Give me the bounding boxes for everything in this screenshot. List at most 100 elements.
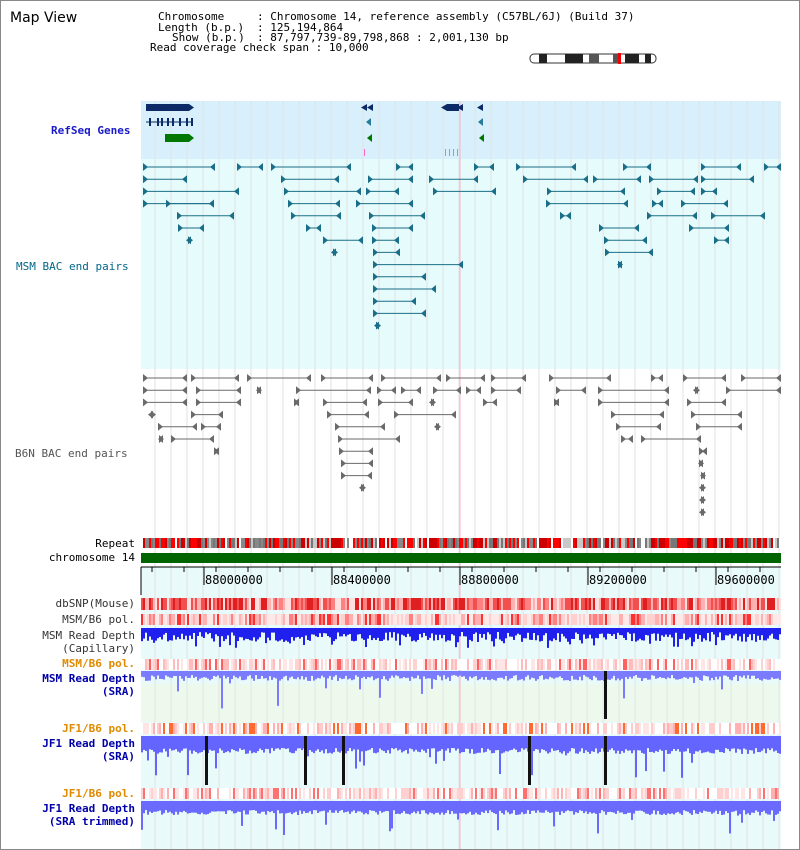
b6n-bac-pair-end (368, 447, 373, 456)
msm-bac-pair-end (593, 175, 598, 184)
label-msm-read-depth-capillary[interactable]: MSM Read Depth (Capillary) (42, 629, 135, 655)
b6n-bac-pair-end (664, 386, 669, 395)
b6n-bac-pair-end (158, 435, 163, 443)
b6n-bac-pair-end (294, 398, 299, 407)
b6n-bac-pair-end (696, 422, 701, 431)
b6n-bac-pair-end (446, 374, 451, 382)
msm-bac-pair-end (323, 236, 328, 245)
b6n-bac-pair-end (606, 374, 611, 382)
msm-bac-pair-end (408, 224, 413, 232)
msm-bac-pair-end (647, 211, 652, 220)
msm-bac-pair-end (408, 175, 413, 184)
msm-bac-pair-end (657, 187, 662, 196)
msm-bac-pair-end (177, 211, 182, 220)
msm-bac-pair-end (143, 199, 148, 208)
msm-bac-pair-end (701, 175, 706, 184)
msm-bac-pair-end (395, 248, 400, 257)
msm-bac-pair-end (394, 236, 399, 245)
gene-marker (457, 149, 458, 156)
b6n-bac-pair-end (367, 471, 372, 480)
b6n-bac-pair-end (209, 435, 214, 443)
msm-bac-pair-end (724, 224, 729, 232)
b6n-bac-pair-end (196, 386, 201, 395)
b6n-bac-pair-end (391, 386, 396, 395)
msm-bac-pair-end (652, 199, 657, 208)
msm-bac-pair-end (491, 187, 496, 196)
gene-arrow (366, 118, 371, 126)
chromosome-ideogram[interactable] (529, 53, 659, 65)
msm-bac-pair-end (433, 187, 438, 196)
label-dbsnp[interactable]: dbSNP(Mouse) (55, 597, 135, 610)
label-msm-read-depth-sra[interactable]: MSM Read Depth (SRA) (42, 672, 135, 698)
b6n-bac-pair-end (306, 374, 311, 382)
msm-bac-pair-end (166, 199, 171, 208)
label-msm-b6-pol-1[interactable]: MSM/B6 pol. (62, 613, 135, 626)
label-jf1-read-depth-sra[interactable]: JF1 Read Depth (SRA) (42, 737, 135, 763)
label-jf1-b6-pol-2[interactable]: JF1/B6 pol. (62, 787, 135, 800)
b6n-bac-pair-end (483, 398, 488, 407)
msm-bac-pair-end (681, 199, 686, 208)
label-repeat[interactable]: Repeat (95, 537, 135, 550)
b6n-bac-pair-end (433, 386, 438, 395)
length-value: 125,194,864 (270, 21, 344, 34)
label-jf1-read-depth-trimmed[interactable]: JF1 Read Depth (SRA trimmed) (42, 802, 135, 828)
gene-arrow (189, 134, 194, 142)
b6n-bac-pair-end (143, 374, 148, 382)
msm-bac-pair-end (604, 236, 609, 245)
b6n-bac-pair-end (698, 459, 703, 468)
msm-bac-pair-end (373, 248, 378, 257)
jf1-read-depth-sra-bars (141, 736, 781, 785)
b6n-bac-pair-end (158, 422, 163, 431)
b6n-bac-pair-end (381, 374, 386, 382)
b6n-bac-pair-end (321, 374, 326, 382)
msm-bac-pair-end (583, 175, 588, 184)
b6n-bac-pair-end (621, 435, 626, 443)
b6n-bac-pair-end (776, 374, 781, 382)
msm-bac-pair-end (516, 163, 521, 171)
b6n-bac-pair-end (247, 374, 252, 382)
b6n-bac-pair-end (687, 398, 692, 407)
label-msm-bac[interactable]: MSM BAC end pairs (16, 260, 129, 273)
gene-exon (172, 118, 174, 126)
b6n-bac-pair-end (368, 374, 373, 382)
msm-bac-pair-end (258, 163, 263, 171)
msm-bac-pair-end (209, 199, 214, 208)
msm-bac-pair-end (636, 175, 641, 184)
b6n-bac-pair-end (683, 374, 688, 382)
b6n-bac-pair-end (491, 374, 496, 382)
label-refseq-genes[interactable]: RefSeq Genes (51, 124, 131, 137)
msm-bac-pair-end (368, 175, 373, 184)
label-jf1-b6-pol-1[interactable]: JF1/B6 pol. (62, 722, 135, 735)
b6n-bac-pair-end (362, 398, 367, 407)
label-b6n-bac[interactable]: B6N BAC end pairs (15, 447, 128, 460)
show-value: 87,797,739-89,798,868 : 2,001,130 bp (270, 31, 509, 44)
b6n-bac-pair-end (143, 386, 148, 395)
label-chromosome[interactable]: chromosome 14 (48, 551, 135, 564)
gene-arrow (441, 104, 447, 111)
b6n-bac-pair-end (214, 447, 219, 456)
b6n-bac-pair-end (554, 398, 559, 407)
b6n-bac-pair-end (466, 386, 471, 395)
b6n-bac-pair-end (341, 459, 346, 468)
msm-bac-pair-end (642, 236, 647, 245)
b6n-bac-pair-end (699, 447, 704, 456)
b6n-bac-pair-end (182, 374, 187, 382)
msm-bac-pair-end (420, 211, 425, 220)
gene-marker (449, 149, 450, 156)
read-span-value: 10,000 (328, 41, 369, 54)
label-msm-b6-pol-2[interactable]: MSM/B6 pol. (62, 657, 135, 670)
b6n-bac-pair-end (651, 374, 656, 382)
msm-bac-pair-end (711, 211, 716, 220)
msm-bac-pair-end (634, 224, 639, 232)
msm-bac-pair-end (546, 199, 551, 208)
chromosome-bar (141, 553, 781, 563)
chromosome-info-panel: Chromosome : Chromosome 14, reference as… (150, 10, 635, 54)
b6n-bac-pair-end (366, 386, 371, 395)
b6n-bac-pair-end (364, 410, 369, 419)
msm-bac-pair-end (429, 175, 434, 184)
msm-bac-pair-end (281, 175, 286, 184)
b6n-bac-pair-end (341, 471, 346, 480)
b6n-bac-pair-end (191, 374, 196, 382)
msm-bac-pair-end (617, 260, 622, 269)
gene-exon (149, 118, 151, 126)
